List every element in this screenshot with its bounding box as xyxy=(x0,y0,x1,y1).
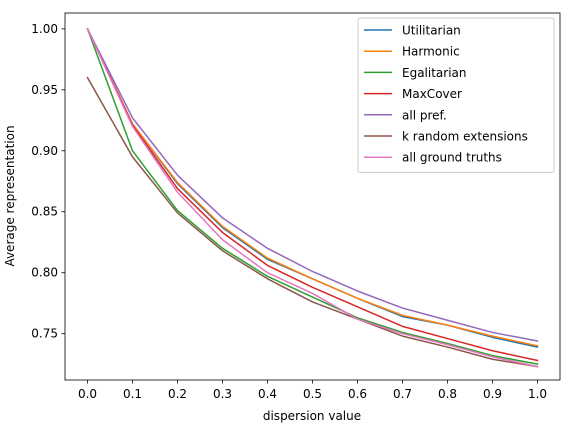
legend-label: Egalitarian xyxy=(402,66,467,80)
x-tick-label: 0.0 xyxy=(78,387,97,401)
legend-label: Utilitarian xyxy=(402,24,461,38)
x-tick-label: 0.8 xyxy=(438,387,457,401)
y-tick-label: 1.00 xyxy=(31,22,58,36)
legend-label: all pref. xyxy=(402,108,447,122)
x-tick-label: 0.3 xyxy=(213,387,232,401)
y-tick-label: 0.75 xyxy=(31,327,58,341)
x-tick-label: 0.6 xyxy=(348,387,367,401)
x-tick-label: 1.0 xyxy=(528,387,547,401)
x-tick-label: 0.7 xyxy=(393,387,412,401)
y-tick-label: 0.90 xyxy=(31,144,58,158)
x-axis-label: dispersion value xyxy=(263,409,361,423)
y-tick-label: 0.95 xyxy=(31,83,58,97)
x-tick-label: 0.4 xyxy=(258,387,277,401)
legend-label: all ground truths xyxy=(402,151,502,165)
series-line-4 xyxy=(86,27,539,342)
x-tick-label: 0.2 xyxy=(168,387,187,401)
y-tick-label: 0.85 xyxy=(31,205,58,219)
series-line-3 xyxy=(86,27,539,362)
y-tick-label: 0.80 xyxy=(31,266,58,280)
legend-label: Harmonic xyxy=(402,45,460,59)
legend-box xyxy=(357,17,555,173)
series-line-1 xyxy=(86,27,539,347)
y-axis: 0.75 0.80 0.85 0.90 0.95 1.00 xyxy=(31,22,65,341)
series-line-2 xyxy=(86,27,539,366)
legend: Utilitarian Harmonic Egalitarian MaxCover al… xyxy=(357,17,555,173)
series-line-6 xyxy=(86,27,539,368)
y-axis-label: Average representation xyxy=(3,125,17,266)
legend-label: MaxCover xyxy=(402,87,462,101)
x-tick-label: 0.9 xyxy=(483,387,502,401)
legend-label: k random extensions xyxy=(402,130,528,144)
series-layer xyxy=(86,27,539,368)
x-tick-label: 0.1 xyxy=(123,387,142,401)
x-tick-label: 0.5 xyxy=(303,387,322,401)
x-axis: 0.0 0.1 0.2 0.3 0.4 0.5 0.6 0.7 0.8 0.9 1.0 xyxy=(78,380,547,401)
series-line-5 xyxy=(86,76,539,368)
